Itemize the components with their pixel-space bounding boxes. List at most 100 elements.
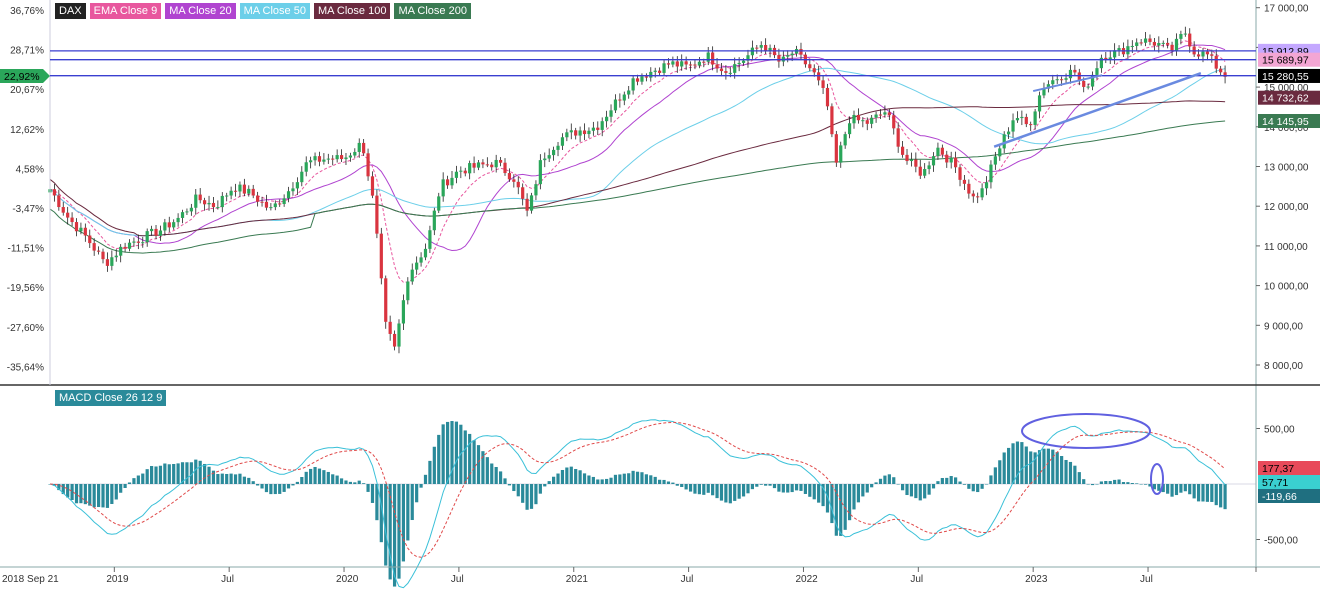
candle-body — [198, 194, 202, 201]
legend-ma50[interactable]: MA Close 50 — [239, 3, 310, 19]
macd-hist-bar — [984, 484, 989, 485]
macd-hist-bar — [1108, 481, 1112, 484]
candle-body — [631, 78, 635, 91]
macd-hist-bar — [88, 484, 92, 506]
candle-body — [1170, 44, 1174, 52]
macd-hist-bar — [127, 482, 132, 484]
legend-ema9[interactable]: EMA Close 9 — [89, 3, 162, 19]
macd-hist-bar — [273, 484, 277, 495]
candle-body — [547, 155, 551, 159]
macd-hist-bar — [172, 463, 176, 484]
x-tick-label: Jul — [681, 574, 694, 585]
trend-line — [1032, 74, 1103, 93]
candle-body — [684, 61, 688, 65]
candle-body — [154, 228, 158, 236]
macd-hist-bar — [74, 484, 79, 504]
macd-hist-bar — [295, 481, 299, 484]
macd-hist-bar — [194, 459, 198, 484]
candle-body — [88, 235, 92, 244]
candle-body — [649, 71, 653, 78]
candle-body — [861, 120, 865, 122]
candle-body — [799, 49, 803, 55]
candle-body — [410, 269, 414, 282]
macd-hist-bar — [445, 421, 450, 484]
candle-body — [821, 80, 825, 88]
macd-hist-bar — [468, 433, 472, 484]
macd-hist-bar — [799, 484, 803, 491]
candle-body — [344, 157, 348, 160]
macd-hist-bar — [521, 484, 525, 503]
macd-hist-bar — [680, 484, 684, 488]
candle-body — [940, 147, 944, 155]
candle-body — [136, 241, 140, 243]
macd-hist-bar — [406, 484, 410, 541]
macd-hist-bar — [870, 484, 874, 488]
candle-body — [865, 120, 869, 124]
macd-hist-bar — [1188, 484, 1192, 495]
macd-hist-bar — [269, 484, 273, 495]
macd-hist-bar — [1166, 484, 1170, 494]
legend-ma20[interactable]: MA Close 20 — [165, 3, 236, 19]
candle-body — [786, 55, 790, 57]
candle-body — [1188, 33, 1192, 47]
macd-hist-bar — [706, 484, 710, 493]
candle-body — [516, 181, 520, 188]
percent-tick-label: -3,47% — [12, 204, 44, 215]
macd-value-tag-label: 57,71 — [1262, 477, 1288, 489]
macd-hist-bar — [631, 470, 635, 484]
macd-hist-bar — [591, 476, 595, 484]
candle-body — [1143, 38, 1148, 43]
candle-body — [976, 196, 980, 198]
candle-body — [662, 63, 666, 73]
candle-body — [428, 230, 432, 249]
macd-hist-bar — [976, 484, 980, 493]
candle-body — [105, 259, 110, 266]
macd-hist-bar — [764, 484, 768, 486]
candle-body — [335, 155, 339, 160]
candle-body — [909, 159, 914, 162]
candle-body — [392, 333, 397, 347]
macd-hist-bar — [463, 430, 467, 484]
candle-body — [772, 47, 777, 56]
candle-body — [569, 130, 573, 133]
macd-hist-bar — [989, 475, 993, 484]
legend-dax[interactable]: DAX — [55, 3, 86, 19]
macd-hist-bar — [145, 469, 149, 484]
macd-tick-label: 500,00 — [1264, 425, 1295, 436]
macd-hist-bar — [1210, 484, 1214, 502]
legend-ma200[interactable]: MA Close 200 — [394, 3, 471, 19]
legend-ma100[interactable]: MA Close 100 — [313, 3, 391, 19]
macd-hist-bar — [1219, 484, 1223, 508]
macd-hist-bar — [746, 484, 750, 494]
macd-hist-bar — [781, 484, 785, 493]
macd-hist-bar — [1117, 479, 1121, 484]
macd-hist-bar — [154, 466, 158, 484]
candle-body — [892, 115, 896, 129]
macd-hist-bar — [485, 457, 489, 484]
macd-hist-bar — [852, 484, 856, 510]
macd-hist-bar — [993, 467, 997, 484]
x-tick-label: 2020 — [336, 574, 359, 585]
candle-body — [423, 248, 428, 258]
candle-body — [441, 179, 445, 197]
macd-hist-bar — [300, 477, 304, 484]
candle-body — [719, 68, 724, 72]
percent-tick-label: 4,58% — [16, 164, 44, 175]
macd-hist-bar — [375, 484, 379, 521]
candle-body — [1152, 41, 1156, 46]
macd-hist-bar — [233, 474, 238, 484]
candle-body — [1099, 57, 1103, 69]
macd-tick-label: -500,00 — [1264, 536, 1298, 547]
candle-body — [70, 217, 74, 223]
macd-hist-bar — [503, 478, 507, 484]
macd-hist-bar — [362, 483, 366, 484]
macd-hist-bar — [379, 484, 383, 543]
macd-hist-bar — [613, 474, 618, 484]
macd-hist-bar — [1183, 484, 1187, 492]
macd-legend[interactable]: MACD Close 26 12 9 — [55, 390, 167, 406]
trend-line — [993, 72, 1202, 148]
macd-hist-bar — [158, 465, 163, 484]
macd-hist-bar — [119, 484, 123, 493]
candle-body — [498, 159, 503, 163]
candle-body — [273, 203, 277, 208]
